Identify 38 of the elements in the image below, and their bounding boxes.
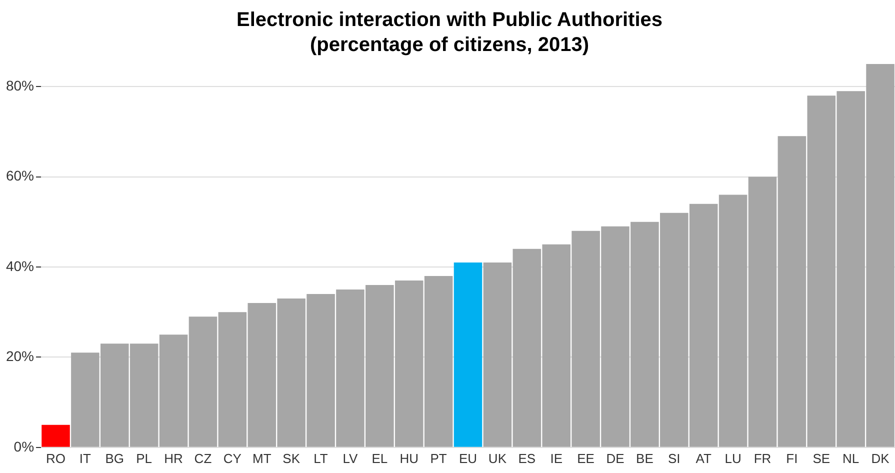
x-tick-label: EE	[577, 450, 595, 466]
x-tick-label: FR	[754, 450, 772, 466]
x-tick-label: SI	[668, 450, 680, 466]
x-tick-label: SE	[812, 450, 830, 466]
y-tick-label: 20%	[6, 348, 34, 364]
bar	[42, 424, 70, 447]
x-tick-label: HU	[400, 450, 419, 466]
x-tick-label: FI	[786, 450, 798, 466]
x-tick-label: SK	[282, 450, 300, 466]
x-tick-label: LU	[724, 450, 742, 466]
x-tick-label: AT	[696, 450, 712, 466]
text: Electronic interaction with Public Authorities	[236, 9, 662, 32]
bar	[454, 262, 482, 447]
x-tick-label: CY	[223, 450, 242, 466]
x-tick-label: IT	[79, 450, 92, 466]
y-tick-label: 0%	[14, 438, 34, 454]
y-tick-label: 40%	[6, 258, 34, 274]
x-tick-label: HR	[164, 450, 183, 466]
y-tick-label: 80%	[6, 77, 34, 94]
x-tick-label: PL	[136, 450, 152, 466]
x-tick-label: LV	[342, 450, 358, 466]
x-tick-label: RO	[46, 450, 66, 466]
x-tick-label: LT	[314, 450, 328, 466]
x-tick-label: ES	[518, 450, 536, 466]
x-tick-label: EU	[458, 450, 478, 466]
text: (percentage of citizens, 2013)	[310, 34, 589, 56]
x-tick-label: NL	[842, 450, 860, 466]
x-tick-label: CZ	[194, 450, 212, 466]
x-tick-label: DE	[606, 450, 625, 466]
x-tick-label: DK	[871, 450, 890, 466]
x-tick-label: BE	[636, 450, 654, 466]
x-tick-label: EL	[372, 450, 388, 466]
y-tick-label: 60%	[6, 168, 34, 184]
x-tick-label: IE	[550, 450, 563, 466]
x-tick-label: UK	[488, 450, 507, 466]
x-tick-label: BG	[105, 450, 124, 466]
x-tick-label: PT	[430, 450, 447, 466]
x-tick-label: MT	[252, 450, 272, 466]
